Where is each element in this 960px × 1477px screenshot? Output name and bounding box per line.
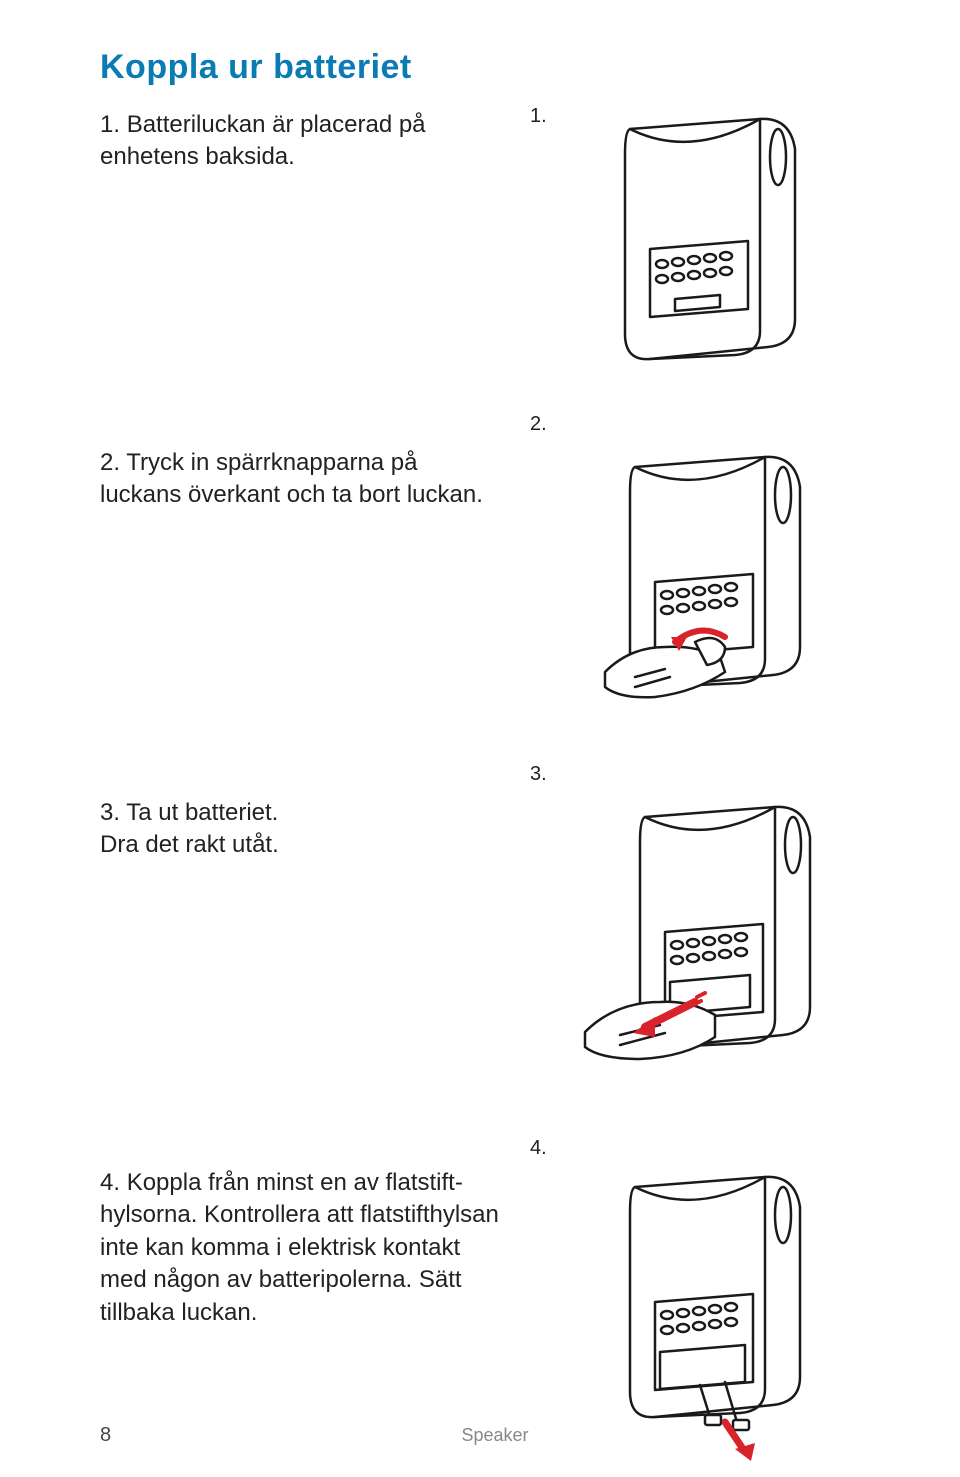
step-row-3: 3. Ta ut batteriet. Dra det rakt utåt. 3…: [100, 797, 890, 1087]
step-num-2-left: 2.: [100, 449, 120, 476]
step-figure-4: 4.: [520, 1167, 890, 1467]
fig-num-3: 3.: [530, 763, 547, 786]
step-figure-1: 1.: [520, 109, 890, 369]
fig-num-1: 1.: [530, 105, 547, 128]
step-text-2: 2. Tryck in spärrknapparna på luckans öv…: [100, 447, 520, 512]
fig-num-4: 4.: [530, 1137, 547, 1160]
fig-num-2: 2.: [530, 413, 547, 436]
step-body-1: Batteriluckan är placerad på enhetens ba…: [100, 111, 426, 170]
step-text-4: 4. Koppla från minst en av flatstift­hyl…: [100, 1167, 520, 1329]
step-num-4-left: 4.: [100, 1169, 120, 1196]
page-container: Koppla ur batteriet 1. Batteriluckan är …: [0, 0, 960, 1477]
page-number: 8: [100, 1424, 111, 1447]
step-figure-3: 3.: [520, 797, 890, 1087]
step-row-2: 2. Tryck in spärrknapparna på luckans öv…: [100, 447, 890, 727]
step-figure-2: 2.: [520, 447, 890, 727]
device-remove-cover-icon: [575, 447, 835, 727]
step-text-1: 1. Batteriluckan är placerad på enhetens…: [100, 109, 520, 174]
footer-label: Speaker: [461, 1425, 528, 1446]
step-text-3: 3. Ta ut batteriet. Dra det rakt utåt.: [100, 797, 520, 862]
step-body-2: Tryck in spärrknapparna på luckans överk…: [100, 449, 483, 508]
page-footer: 8 Speaker: [100, 1424, 890, 1447]
device-pull-battery-icon: [575, 797, 835, 1087]
step-row-4: 4. Koppla från minst en av flatstift­hyl…: [100, 1167, 890, 1467]
step-num-3-left: 3.: [100, 799, 120, 826]
step-body-4: Koppla från minst en av flatstift­hylsor…: [100, 1169, 499, 1326]
device-back-icon: [590, 109, 820, 369]
step-num-1-left: 1.: [100, 111, 120, 138]
page-title: Koppla ur batteriet: [100, 48, 890, 87]
device-disconnect-terminal-icon: [575, 1167, 835, 1467]
step-body-3: Ta ut batteriet. Dra det rakt utåt.: [100, 799, 279, 858]
step-row-1: 1. Batteriluckan är placerad på enhetens…: [100, 109, 890, 369]
